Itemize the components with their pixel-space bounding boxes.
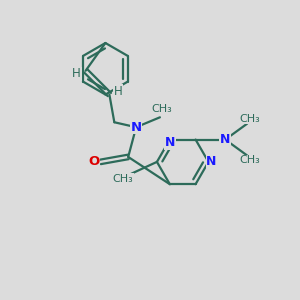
Text: CH₃: CH₃ bbox=[113, 174, 134, 184]
Text: N: N bbox=[206, 155, 217, 168]
Text: CH₃: CH₃ bbox=[152, 104, 172, 114]
Text: CH₃: CH₃ bbox=[240, 114, 260, 124]
Text: H: H bbox=[114, 85, 123, 98]
Text: H: H bbox=[72, 67, 81, 80]
Text: O: O bbox=[88, 155, 99, 168]
Text: CH₃: CH₃ bbox=[240, 155, 260, 165]
Text: N: N bbox=[165, 136, 175, 149]
Text: N: N bbox=[220, 133, 230, 146]
Text: N: N bbox=[130, 121, 142, 134]
